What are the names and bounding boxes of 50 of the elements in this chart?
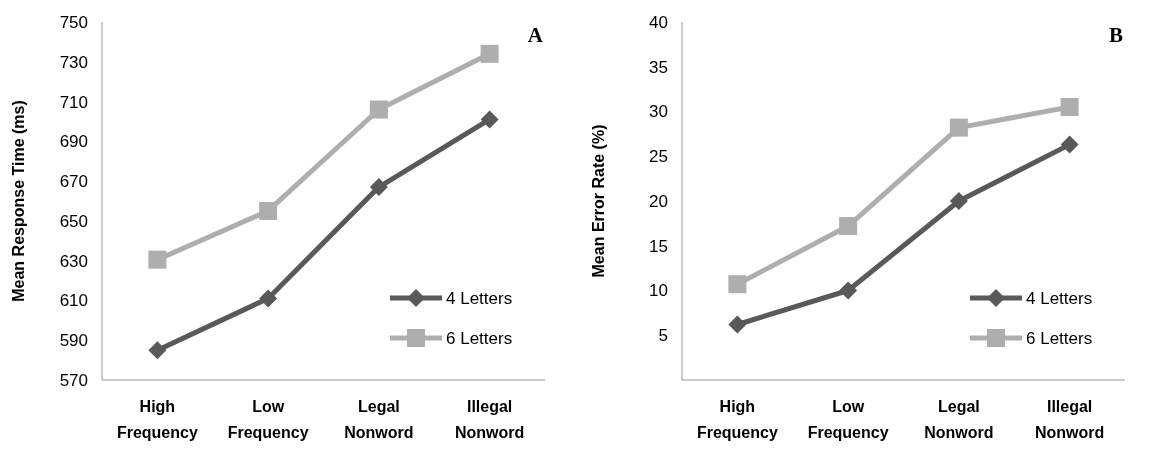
legend-label: 4 Letters xyxy=(1026,288,1093,308)
point xyxy=(1060,135,1079,154)
point xyxy=(369,178,388,197)
point xyxy=(1060,98,1079,117)
y-tick-label: 25 xyxy=(649,147,668,167)
y-tick-label: 710 xyxy=(59,92,88,112)
y-tick-label: 590 xyxy=(59,331,88,351)
point xyxy=(949,192,968,210)
x-tick-label: Illegal Nonword xyxy=(454,398,525,441)
y-tick-label: 30 xyxy=(649,102,668,122)
chart-title: B xyxy=(1108,23,1123,47)
y-tick-label: 35 xyxy=(649,57,668,77)
x-tick-label: Legal Nonword xyxy=(344,398,414,441)
y-tick-label: 10 xyxy=(649,281,668,301)
y-tick-label: 750 xyxy=(59,12,88,32)
y-tick-label: 5 xyxy=(658,326,668,346)
point xyxy=(259,289,278,308)
point xyxy=(148,341,167,360)
x-tick-label: Low Frequency xyxy=(807,398,889,441)
y-axis-title: Mean Response Time (ms) xyxy=(10,100,27,302)
y-tick-label: 670 xyxy=(59,172,88,192)
point xyxy=(369,100,388,119)
y-tick-label: 730 xyxy=(59,52,88,72)
x-tick-label: Low Frequency xyxy=(227,398,309,441)
point xyxy=(480,44,499,63)
point xyxy=(480,110,499,129)
y-tick-label: 570 xyxy=(59,370,88,390)
legend-label: 6 Letters xyxy=(1026,328,1093,348)
y-tick-label: 40 xyxy=(649,12,668,32)
y-tick-label: 20 xyxy=(649,191,668,211)
legend-label: 4 Letters xyxy=(446,288,513,308)
x-tick-label: High Frequency xyxy=(116,398,198,441)
point xyxy=(839,281,858,300)
point xyxy=(839,217,858,236)
x-tick-label: Legal Nonword xyxy=(924,398,994,441)
y-tick-label: 650 xyxy=(59,211,88,231)
y-tick-label: 690 xyxy=(59,132,88,152)
x-tick-label: High Frequency xyxy=(696,398,778,441)
point xyxy=(728,275,747,294)
y-tick-label: 610 xyxy=(59,291,88,311)
point xyxy=(259,201,278,220)
point xyxy=(728,315,747,334)
chart-title: A xyxy=(527,23,544,47)
y-tick-label: 15 xyxy=(649,236,668,256)
point xyxy=(949,118,968,137)
x-tick-label: Illegal Nonword xyxy=(1034,398,1105,441)
y-axis-title: Mean Error Rate (%) xyxy=(590,124,607,278)
point xyxy=(148,250,167,269)
legend-label: 6 Letters xyxy=(446,328,513,348)
y-tick-label: 630 xyxy=(59,251,88,271)
